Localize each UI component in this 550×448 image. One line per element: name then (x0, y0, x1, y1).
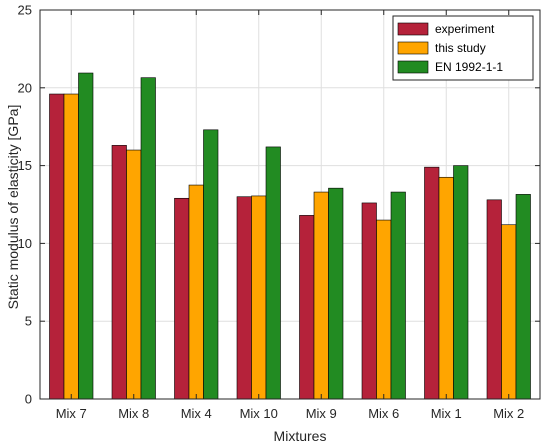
y-tick-label: 15 (18, 158, 32, 173)
bar (361, 202, 377, 400)
y-tick-label: 0 (25, 392, 32, 407)
legend-label: EN 1992-1-1 (435, 60, 503, 74)
bar (140, 77, 156, 400)
bar (453, 165, 469, 400)
x-tick-label: Mix 2 (493, 406, 524, 421)
plot-frame (39, 9, 541, 400)
legend-swatch (397, 60, 429, 74)
x-tick-label: Mix 1 (431, 406, 462, 421)
axes: 0 5 10 15 20 25 Mix 7 Mix 8 Mix 4 Mix 10 Mix 9 Mix … (18, 3, 541, 421)
y-tick-label: 20 (18, 80, 32, 95)
bar (203, 129, 219, 400)
bar (111, 145, 127, 400)
bar (78, 72, 94, 400)
bar (174, 197, 190, 400)
y-axis-title: Static modulus of elasticity [GPa] (5, 105, 21, 310)
bar (376, 219, 392, 400)
bar (251, 195, 267, 400)
x-tick-label: Mix 8 (118, 406, 149, 421)
x-axis-title: Mixtures (274, 428, 327, 444)
bar (501, 224, 517, 400)
legend-swatch (397, 22, 429, 36)
bar (49, 93, 65, 400)
y-tick-label: 25 (18, 3, 32, 18)
legend-label: this study (435, 41, 486, 55)
legend-label: experiment (435, 22, 495, 36)
bar (63, 93, 79, 400)
bar (486, 199, 502, 400)
x-tick-label: Mix 6 (368, 406, 399, 421)
bar (424, 166, 440, 400)
legend-swatch (397, 41, 429, 55)
x-tick-label: Mix 7 (56, 406, 87, 421)
bar (236, 196, 252, 400)
bar (313, 191, 329, 400)
x-tick-label: Mix 4 (181, 406, 212, 421)
y-tick-label: 10 (18, 236, 32, 251)
bar (390, 191, 406, 400)
bar (188, 184, 204, 400)
legend: experiment this study EN 1992-1-1 (392, 15, 534, 81)
bar (299, 215, 315, 400)
y-tick-label: 5 (25, 314, 32, 329)
bar (328, 187, 344, 400)
x-tick-label: Mix 9 (306, 406, 337, 421)
bars (49, 72, 531, 400)
x-tick-label: Mix 10 (240, 406, 278, 421)
bar (126, 149, 142, 400)
bar (265, 146, 281, 400)
bar (438, 176, 454, 400)
bar (515, 194, 531, 400)
